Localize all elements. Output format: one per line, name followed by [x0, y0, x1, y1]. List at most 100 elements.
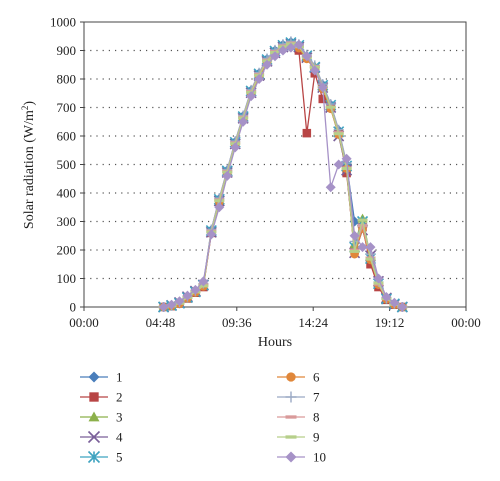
- data-point-marker: [349, 230, 360, 241]
- y-axis-ticks: 0 100 200 300 400 500 600 700 800 900 1000: [50, 15, 84, 315]
- y-tick-label: 300: [57, 214, 77, 229]
- data-point-marker: [357, 218, 368, 222]
- data-point-marker: [285, 415, 297, 419]
- data-point-marker: [87, 430, 101, 444]
- data-point-marker: [341, 166, 352, 170]
- legend-label: 3: [116, 410, 123, 425]
- data-point-marker: [190, 284, 201, 295]
- plot-area: [83, 21, 467, 308]
- data-point-marker: [325, 182, 336, 193]
- legend-item-10: 10: [277, 450, 326, 465]
- data-point-marker: [318, 94, 327, 104]
- data-point-marker: [285, 451, 297, 463]
- data-point-marker: [174, 296, 185, 307]
- data-point-marker: [222, 170, 233, 181]
- data-point-marker: [302, 128, 312, 138]
- data-point-marker: [88, 371, 100, 383]
- x-tick-label: 14:24: [298, 315, 328, 330]
- data-point-marker: [325, 105, 336, 109]
- legend-item-4: 4: [80, 430, 123, 445]
- data-point-marker: [87, 450, 101, 464]
- data-point-marker: [206, 229, 217, 240]
- data-point-marker: [166, 299, 177, 310]
- legend-item-2: 2: [80, 390, 123, 405]
- legend-item-3: 3: [80, 410, 123, 425]
- legend-item-7: 7: [277, 390, 320, 405]
- x-axis-ticks: 00:00 04:48 09:36 14:24 19:12 00:00: [69, 307, 481, 330]
- data-point-marker: [238, 116, 249, 127]
- x-tick-label: 19:12: [375, 315, 405, 330]
- data-point-marker: [317, 82, 328, 93]
- data-point-marker: [341, 153, 352, 164]
- x-tick-label: 04:48: [146, 315, 176, 330]
- y-tick-label: 900: [57, 43, 77, 58]
- y-tick-label: 200: [57, 243, 77, 258]
- legend-label: 8: [313, 410, 320, 425]
- y-tick-label: 0: [70, 300, 77, 315]
- legend-label: 5: [116, 450, 123, 465]
- data-point-marker: [285, 391, 297, 403]
- legend-label: 10: [313, 450, 326, 465]
- y-tick-label: 400: [57, 186, 77, 201]
- data-point-marker: [293, 39, 304, 50]
- legend-label: 6: [313, 370, 320, 385]
- legend-label: 9: [313, 430, 320, 445]
- data-point-marker: [285, 435, 297, 439]
- data-point-marker: [89, 392, 99, 402]
- data-point-marker: [262, 59, 273, 70]
- y-axis-title-tail: ): [22, 101, 37, 106]
- data-point-marker: [254, 74, 265, 84]
- legend-label: 7: [313, 390, 320, 405]
- data-point-marker: [381, 292, 392, 303]
- x-axis-title: Hours: [258, 335, 292, 350]
- legend-label: 1: [116, 370, 123, 385]
- y-axis-title: Solar radiation (W/m2): [20, 101, 37, 229]
- data-point-marker: [286, 372, 296, 382]
- y-axis-title-main: Solar radiation (W/m: [22, 110, 37, 229]
- y-tick-label: 800: [57, 72, 77, 87]
- data-point-marker: [366, 260, 375, 269]
- legend-item-9: 9: [277, 430, 320, 445]
- data-point-marker: [270, 51, 280, 62]
- y-tick-label: 100: [57, 271, 77, 286]
- data-point-marker: [88, 411, 100, 422]
- y-tick-label: 700: [57, 100, 77, 115]
- y-axis-title-superscript: 2: [20, 106, 30, 111]
- legend-item-6: 6: [277, 370, 320, 385]
- x-tick-label: 00:00: [451, 315, 481, 330]
- data-point-marker: [214, 202, 225, 213]
- data-point-marker: [357, 224, 368, 228]
- data-point-marker: [277, 45, 288, 56]
- data-point-marker: [246, 91, 257, 102]
- y-tick-label: 1000: [50, 15, 76, 30]
- series-layer: [158, 36, 408, 313]
- data-point-marker: [301, 51, 312, 62]
- data-point-marker: [349, 249, 360, 253]
- legend-label: 4: [116, 430, 123, 445]
- legend-item-1: 1: [80, 370, 123, 385]
- data-point-marker: [397, 302, 408, 312]
- series-10: [158, 39, 408, 312]
- x-tick-label: 00:00: [69, 315, 99, 330]
- data-point-marker: [214, 199, 225, 203]
- data-point-marker: [285, 42, 296, 53]
- y-tick-label: 500: [57, 157, 77, 172]
- x-tick-label: 09:36: [222, 315, 252, 330]
- y-tick-label: 600: [57, 129, 77, 144]
- data-point-marker: [158, 302, 169, 312]
- data-point-marker: [389, 297, 400, 308]
- data-point-marker: [365, 242, 376, 253]
- legend-item-5: 5: [80, 450, 123, 465]
- legend-label: 2: [116, 390, 123, 405]
- data-point-marker: [182, 290, 193, 301]
- data-point-marker: [198, 276, 209, 287]
- legend-item-8: 8: [277, 410, 320, 425]
- data-point-marker: [309, 65, 320, 76]
- data-point-marker: [357, 242, 368, 253]
- legend: 1 2 3 4 5 6 7 8 9 10: [80, 370, 326, 465]
- data-point-marker: [333, 159, 344, 170]
- data-point-marker: [365, 257, 376, 261]
- data-point-marker: [230, 142, 241, 153]
- data-point-marker: [373, 273, 384, 284]
